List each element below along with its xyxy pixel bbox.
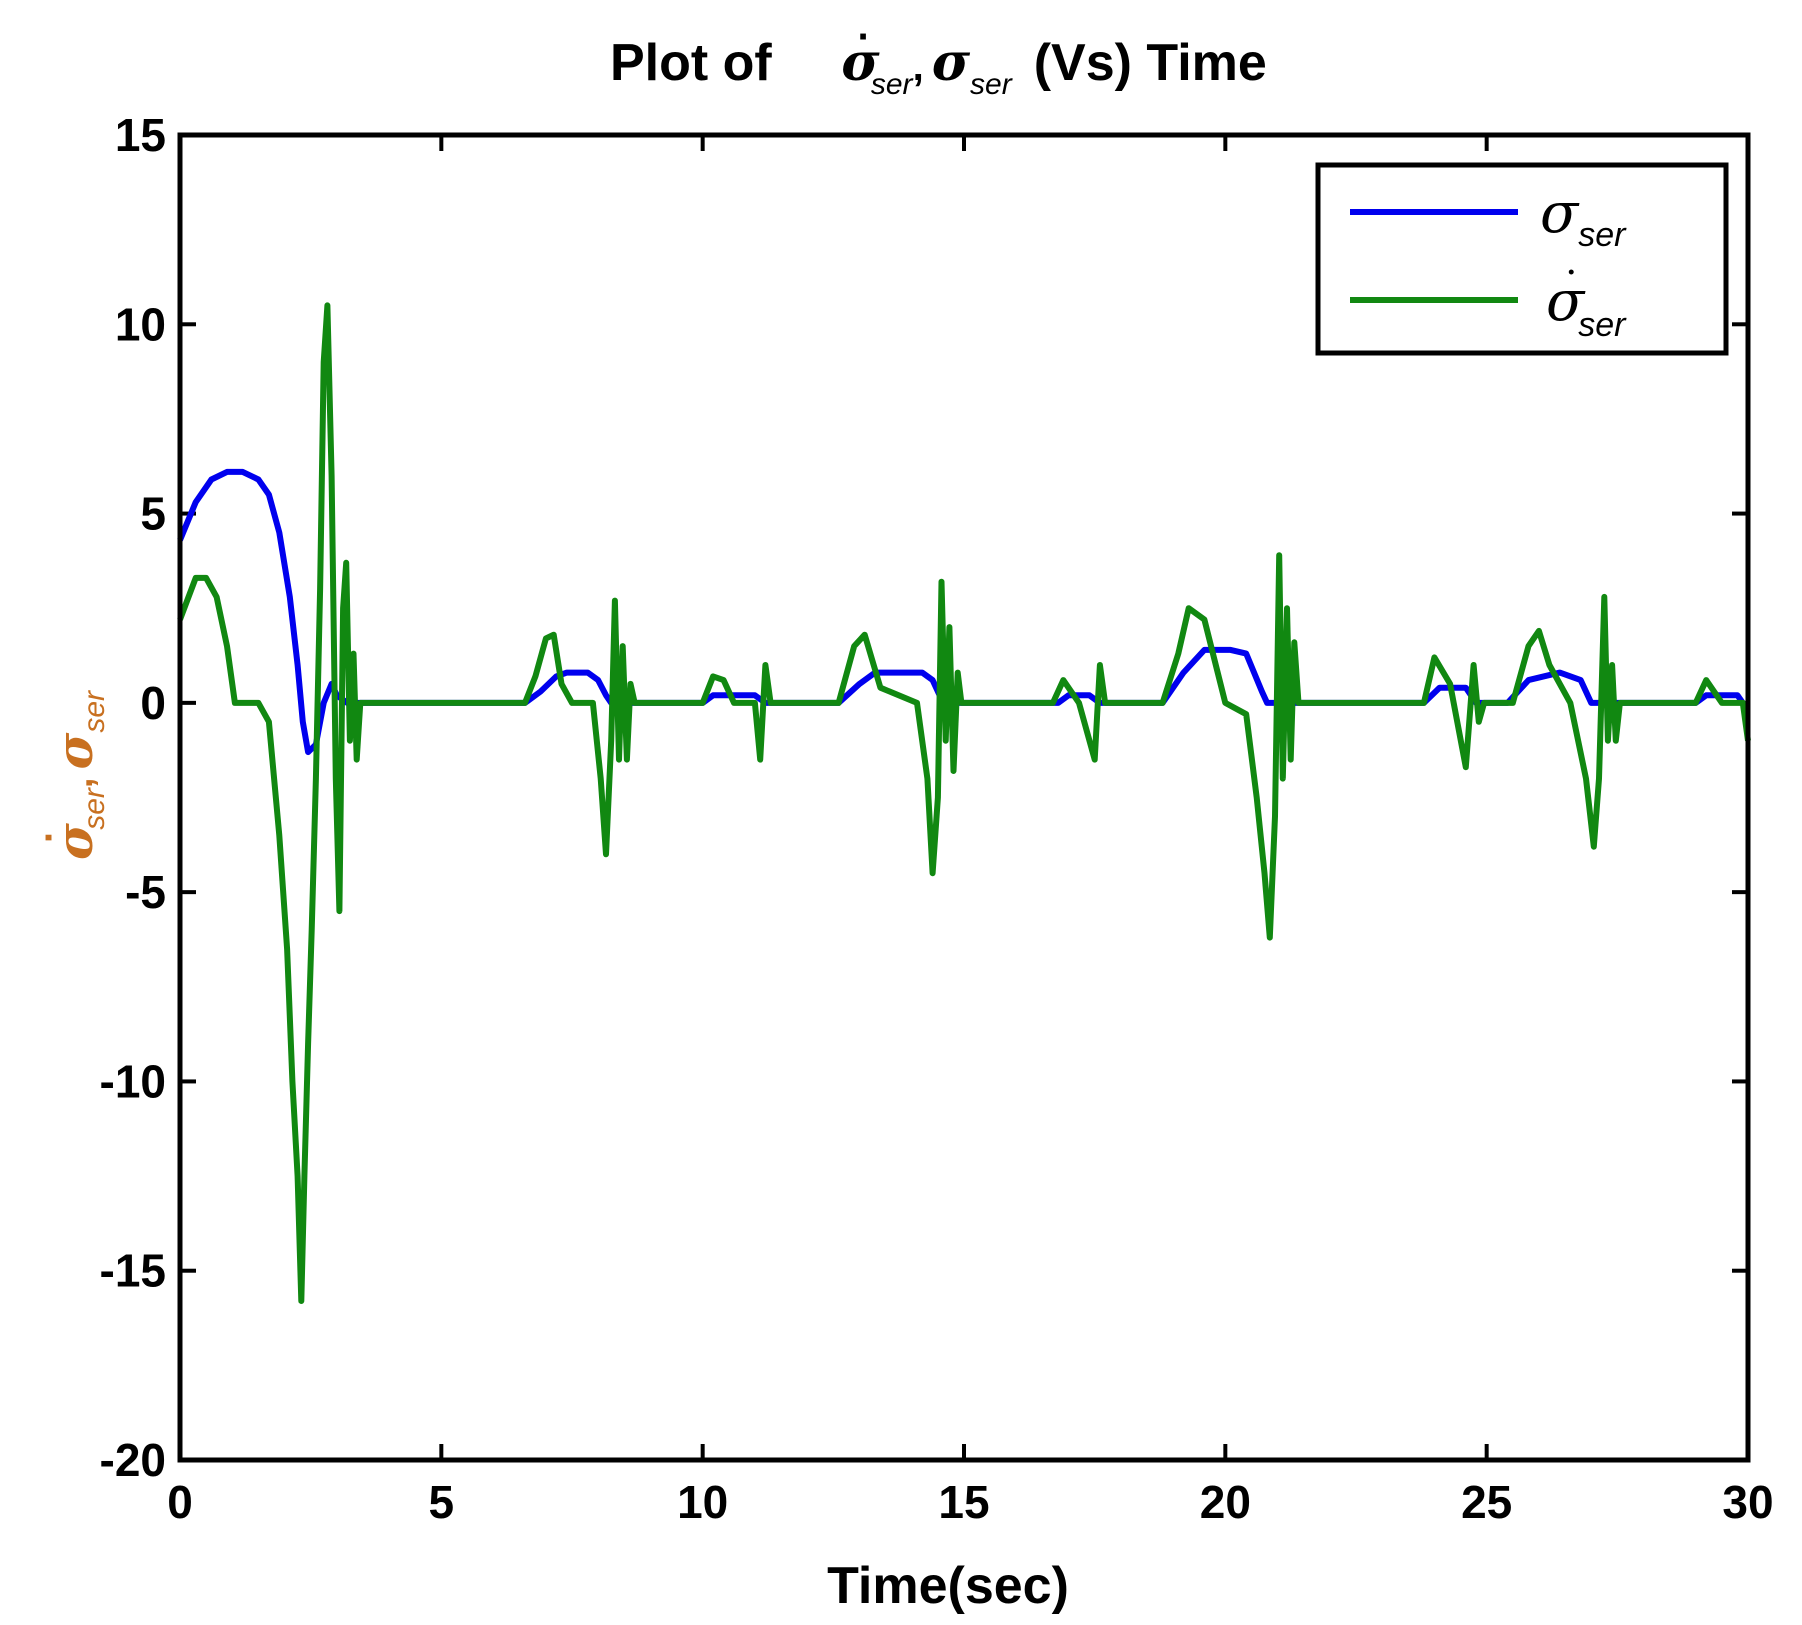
ylabel-sub-2: ser: [78, 690, 111, 733]
series-line-sigma_dot_ser: [177, 302, 1751, 1304]
x-tick-label: 15: [938, 1476, 989, 1528]
y-tick-label: 0: [140, 677, 166, 729]
legend-sigma-sub: ser: [1578, 216, 1627, 254]
legend-label-sigma-dot: σ·ser: [1546, 250, 1627, 344]
x-tick-label: 10: [677, 1476, 728, 1528]
x-axis-label: Time(sec): [827, 1557, 1069, 1615]
ylabel-sub-1: ser: [78, 787, 111, 830]
series-line-sigma_ser: [177, 468, 1751, 756]
y-axis-label: σ·ser,σser: [27, 690, 111, 860]
x-tick-label: 0: [167, 1476, 193, 1528]
title-sub-1: ser: [871, 68, 914, 101]
title-sigma-dot: σ: [841, 32, 880, 93]
legend-sigma-dot-sub: ser: [1578, 306, 1627, 344]
legend-box: [1315, 162, 1729, 356]
ticks-layer: 0 5 10 15 20 25 30 -20 -15 -10 -5 0 5 10 15: [100, 109, 1774, 1528]
chart-title: Plot of σ·ser, σser (Vs) Time: [610, 15, 1267, 101]
legend-label-sigma: σser: [1540, 181, 1627, 254]
x-tick-label: 25: [1461, 1476, 1512, 1528]
x-tick-label: 30: [1722, 1476, 1773, 1528]
title-suffix: (Vs) Time: [1034, 34, 1267, 92]
plot-frame: [177, 132, 1751, 1463]
x-tick-label: 20: [1200, 1476, 1251, 1528]
y-tick-label: -10: [100, 1055, 166, 1107]
legend-sigma-dot-symbol: σ: [1546, 269, 1586, 334]
title-sub-2: ser: [970, 68, 1013, 101]
title-comma: ,: [913, 45, 924, 89]
legend-sigma-symbol: σ: [1540, 181, 1580, 246]
y-tick-label: -5: [125, 866, 166, 918]
y-tick-label: -15: [100, 1245, 166, 1297]
ylabel-sigma: σ: [45, 733, 104, 770]
title-dot: ·: [858, 15, 871, 59]
title-prefix: Plot of: [610, 34, 772, 92]
ylabel-dot: ·: [27, 830, 71, 843]
legend: σser σ·ser: [1315, 162, 1729, 356]
x-tick-label: 5: [429, 1476, 455, 1528]
legend-dot: ·: [1564, 250, 1578, 296]
y-tick-label: -20: [100, 1434, 166, 1486]
y-tick-label: 10: [115, 298, 166, 350]
series-layer: [177, 302, 1751, 1304]
y-tick-label: 5: [140, 488, 166, 540]
ylabel-sigma-dot: σ: [45, 823, 104, 860]
y-tick-label: 15: [115, 109, 166, 161]
title-sigma: σ: [932, 32, 971, 93]
ylabel-comma: ,: [59, 778, 101, 789]
